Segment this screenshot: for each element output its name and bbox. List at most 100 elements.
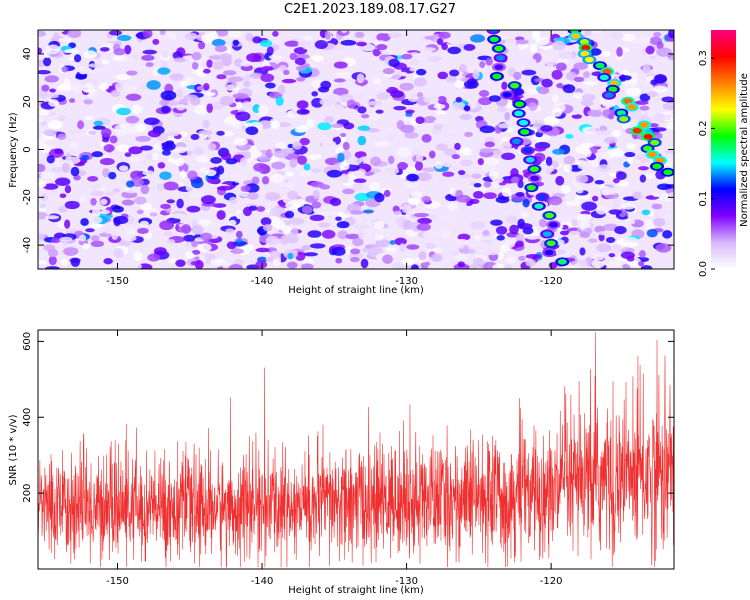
- heatmap-cell: [92, 207, 101, 218]
- heatmap-cell: [421, 167, 437, 172]
- heatmap-cell: [168, 99, 180, 107]
- heatmap-ridge-peak: [548, 221, 558, 228]
- heatmap-cell: [339, 162, 350, 171]
- heatmap-cell: [142, 30, 153, 39]
- heatmap-cell: [506, 39, 516, 44]
- heatmap-cell: [357, 135, 367, 146]
- heatmap-cell: [635, 35, 651, 45]
- heatmap-cell: [610, 243, 623, 253]
- heatmap-cell: [130, 170, 143, 181]
- heatmap-cell: [552, 40, 566, 51]
- heatmap-cell: [118, 165, 129, 172]
- heatmap-cell: [505, 215, 518, 224]
- heatmap-cell: [314, 40, 328, 50]
- heatmap-cell: [491, 181, 500, 189]
- heatmap-cell: [232, 93, 249, 99]
- heatmap-ridge-peak: [492, 73, 502, 80]
- heatmap-cell: [623, 236, 638, 243]
- heatmap-cell: [38, 118, 45, 123]
- heatmap-cell: [156, 183, 165, 192]
- heatmap-cell: [50, 237, 61, 244]
- heatmap-ridge-peak: [496, 55, 506, 61]
- heatmap-cell: [119, 123, 130, 129]
- heatmap-cell: [287, 252, 294, 260]
- heatmap-cell: [251, 176, 260, 185]
- heatmap-ridge-peak: [510, 82, 520, 89]
- heatmap-cell: [448, 132, 458, 138]
- heatmap-cell: [454, 142, 461, 150]
- heatmap-cell: [342, 141, 350, 151]
- heatmap-ridge-peak: [639, 122, 649, 128]
- heatmap-cell: [216, 74, 227, 80]
- heatmap-cell: [369, 181, 381, 192]
- heatmap-cell: [311, 91, 319, 97]
- heatmap-cell: [289, 158, 298, 168]
- heatmap-cell: [372, 48, 381, 57]
- heatmap-xtick-label: -130: [395, 276, 418, 287]
- heatmap-ytick-label: -40: [22, 237, 33, 253]
- heatmap-cell: [406, 244, 420, 250]
- heatmap-cell: [111, 205, 124, 213]
- heatmap-ridge-peak: [530, 175, 540, 182]
- heatmap-cell: [190, 192, 205, 198]
- heatmap-cell: [181, 224, 192, 234]
- heatmap-cell: [463, 44, 476, 51]
- heatmap-cell: [203, 83, 210, 91]
- heatmap-ridge-peak: [502, 92, 512, 98]
- heatmap-cell: [337, 152, 345, 163]
- heatmap-cell: [353, 170, 365, 178]
- heatmap-cell: [262, 224, 273, 232]
- heatmap-cell: [646, 228, 658, 238]
- heatmap-cell: [174, 157, 185, 167]
- heatmap-cell: [485, 57, 493, 66]
- heatmap-cell: [420, 47, 437, 52]
- heatmap-cell: [209, 31, 219, 40]
- heatmap-ticks: -150 -140 -130 -120 -40 -20 0 20 40: [22, 30, 674, 287]
- heatmap-cell: [59, 193, 67, 199]
- heatmap-cell: [610, 31, 624, 41]
- heatmap-cell: [359, 156, 371, 163]
- heatmap-cell: [187, 170, 198, 180]
- heatmap-ridge-peak: [519, 119, 529, 126]
- heatmap-cell: [526, 87, 536, 95]
- heatmap-cell: [434, 161, 444, 169]
- heatmap-ridge-peak: [647, 151, 657, 158]
- heatmap-cell: [407, 94, 420, 103]
- heatmap-cell: [563, 266, 580, 269]
- heatmap-cell: [593, 253, 605, 261]
- heatmap-cell: [516, 223, 533, 230]
- heatmap-cell: [597, 231, 611, 236]
- heatmap-cell: [139, 203, 153, 210]
- heatmap-cell: [57, 114, 66, 122]
- heatmap-cell: [269, 250, 281, 259]
- heatmap-cell: [281, 225, 292, 234]
- heatmap-cell: [245, 126, 259, 135]
- heatmap-cell: [65, 108, 76, 115]
- heatmap-cell: [350, 257, 360, 263]
- heatmap-cell: [383, 189, 391, 198]
- heatmap-cell: [492, 263, 506, 269]
- heatmap-ridge-peak: [489, 36, 499, 43]
- heatmap-ridge-peak: [602, 68, 612, 75]
- heatmap-cell: [123, 84, 137, 93]
- snr-ylabel: SNR (10 * v/v): [8, 414, 19, 485]
- heatmap-cell: [543, 115, 560, 125]
- heatmap-cell: [88, 130, 97, 135]
- heatmap-cell: [425, 242, 437, 250]
- heatmap-xlabel: Height of straight line (km): [288, 285, 424, 296]
- heatmap-cell: [176, 104, 186, 111]
- heatmap-cell: [575, 174, 589, 184]
- heatmap-cell: [243, 80, 251, 88]
- heatmap-cell: [159, 30, 166, 36]
- heatmap-panel: -150 -140 -130 -120 -40 -20 0 20 40 Height of st…: [8, 29, 675, 296]
- heatmap-cell: [418, 251, 427, 261]
- heatmap-cell: [649, 55, 657, 60]
- heatmap-cell: [443, 148, 457, 156]
- heatmap-cell: [236, 212, 246, 220]
- heatmap-cell: [421, 195, 431, 203]
- heatmap-cell: [561, 79, 572, 86]
- snr-ticks: -150 -140 -130 -120 200 400 600: [22, 330, 674, 587]
- heatmap-cell: [296, 108, 310, 115]
- heatmap-cell: [185, 251, 194, 260]
- heatmap-cell: [198, 130, 213, 135]
